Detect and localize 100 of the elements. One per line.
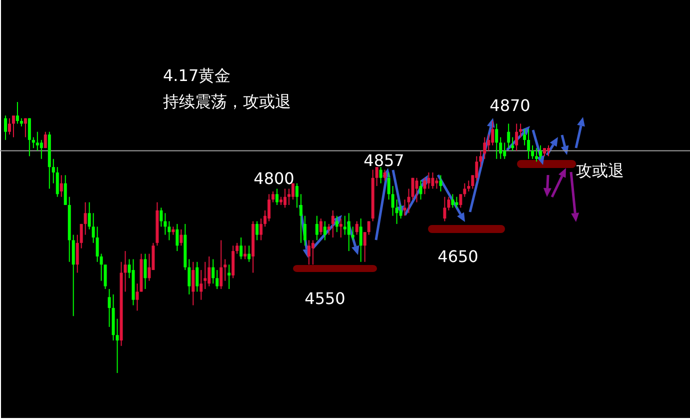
candlestick (439, 174, 442, 192)
candlestick (379, 166, 382, 184)
candlestick (168, 220, 171, 241)
candlestick (164, 212, 167, 236)
candlestick (160, 207, 163, 228)
candlestick (323, 220, 326, 241)
candlestick (523, 128, 526, 146)
candlestick (431, 172, 434, 190)
candlestick (443, 196, 446, 222)
candlestick (136, 283, 139, 312)
candlestick (363, 232, 366, 262)
text: 攻或退 (576, 161, 624, 180)
candlestick (295, 182, 298, 208)
candlestick (196, 261, 199, 292)
candlestick (343, 215, 346, 236)
candlestick (116, 318, 119, 374)
candlestick (311, 240, 314, 266)
candlestick (419, 180, 422, 200)
candlestick (216, 270, 219, 290)
candlestick (499, 136, 502, 160)
candlestick (200, 270, 203, 300)
candlestick (427, 172, 430, 190)
candlestick (220, 240, 223, 290)
candlestick (80, 223, 83, 249)
candlestick (92, 212, 95, 244)
candlestick (124, 250, 127, 292)
candlestick (228, 264, 231, 290)
candlestick (435, 177, 438, 190)
candlestick (459, 194, 462, 208)
candlestick (479, 150, 482, 168)
candlestick (423, 177, 426, 195)
candlestick (4, 115, 7, 140)
candlestick (415, 177, 418, 203)
candlestick (88, 202, 91, 230)
candlestick (531, 144, 534, 160)
candlestick (291, 182, 294, 200)
candlestick (399, 204, 402, 220)
candlestick (76, 234, 79, 274)
candlestick (283, 188, 286, 208)
candlestick (447, 196, 450, 211)
candlestick (359, 218, 362, 262)
candlestick (367, 220, 370, 236)
candlestick (535, 148, 538, 162)
candlestick (16, 102, 19, 124)
candlestick (303, 215, 306, 246)
candlestick (319, 218, 322, 236)
annotation: 4870 (490, 96, 530, 115)
candlestick (451, 194, 454, 208)
candlestick (236, 242, 239, 254)
candlestick (64, 174, 67, 206)
candlestick (355, 220, 358, 236)
candlestick (503, 142, 506, 160)
candlestick (188, 258, 191, 295)
candlestick (44, 131, 47, 149)
candlestick (339, 218, 342, 238)
candlestick (331, 210, 334, 238)
candlestick (240, 237, 243, 260)
candlestick (463, 182, 466, 198)
candlestick (391, 186, 394, 216)
candlestick (467, 180, 470, 192)
annotation: 4650 (438, 247, 478, 266)
candlestick (511, 136, 514, 152)
candlestick (180, 228, 183, 246)
candlestick (299, 194, 302, 244)
annotation: 4550 (304, 289, 346, 308)
candlestick (256, 220, 259, 241)
candlestick (176, 223, 179, 252)
annotation: 4800 (254, 169, 294, 188)
candlestick (351, 226, 354, 241)
candlestick (248, 245, 251, 262)
candlestick (539, 144, 542, 160)
candlestick (192, 261, 195, 306)
candlestick (547, 144, 550, 157)
candlestick (260, 218, 263, 241)
candlestick (491, 120, 494, 146)
chart-title: 4.17黄金 (163, 66, 231, 85)
candlestick (383, 169, 386, 182)
candlestick (387, 172, 390, 200)
candlestick (527, 128, 530, 160)
candlestick (224, 258, 227, 282)
candlestick (483, 136, 486, 160)
candlestick (40, 139, 43, 160)
candlestick (60, 174, 63, 198)
candlestick (455, 196, 458, 208)
candlestick (268, 194, 271, 222)
candlestick (403, 199, 406, 216)
candlestick (100, 253, 103, 282)
candlestick (144, 253, 147, 290)
candlestick (507, 123, 510, 149)
candlestick (375, 166, 378, 187)
candlestick (104, 264, 107, 290)
candlestick (272, 190, 275, 203)
candlestick (32, 136, 35, 149)
candlestick (276, 188, 278, 206)
candlestick (327, 223, 330, 236)
candlestick (407, 188, 410, 214)
candlestick (495, 123, 498, 160)
candlestick (28, 118, 31, 157)
candlestick (395, 199, 398, 224)
candlestick (56, 166, 59, 198)
